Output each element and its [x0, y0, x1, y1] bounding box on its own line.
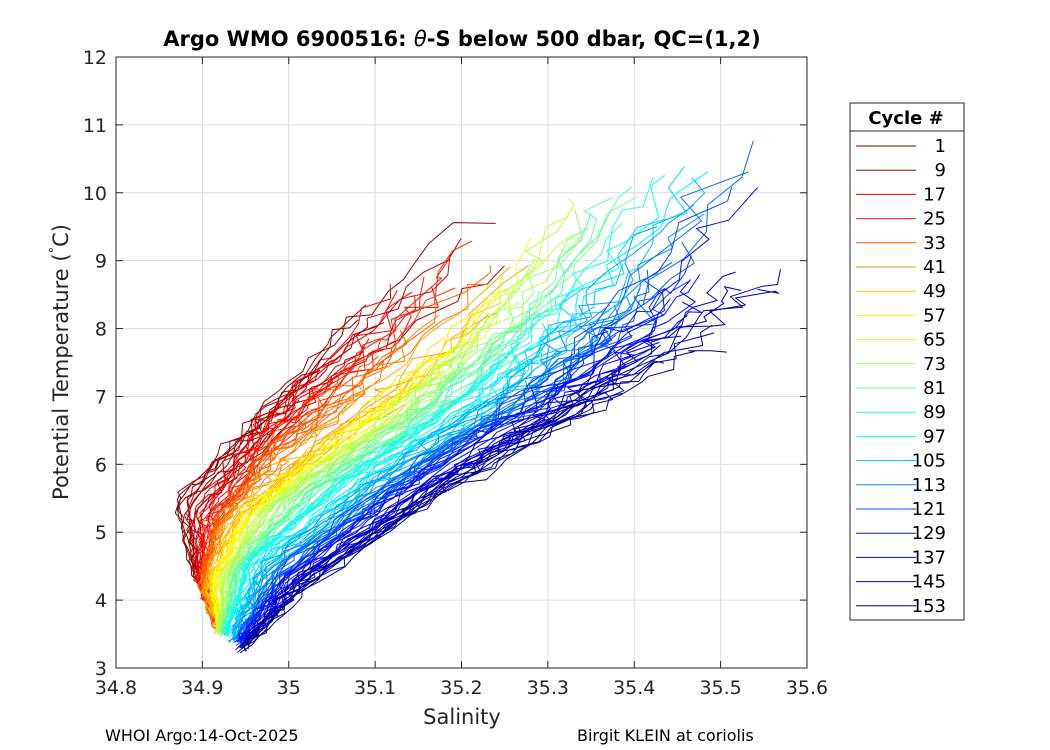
profile-line-cycle-69 [218, 383, 438, 634]
y-tick-label: 6 [95, 454, 107, 476]
x-tick-label: 34.9 [181, 677, 223, 699]
profile-line-cycle-66 [217, 216, 568, 633]
x-tick-label: 35.2 [440, 677, 482, 699]
legend-label-cycle-105: 105 [912, 451, 946, 472]
legend-label-cycle-17: 17 [923, 184, 946, 205]
legend-label-cycle-89: 89 [923, 402, 946, 423]
legend-label-cycle-113: 113 [912, 475, 946, 496]
legend-label-cycle-65: 65 [923, 330, 946, 351]
profile-line-cycle-39 [202, 314, 440, 623]
profile-line-cycle-117 [233, 171, 749, 640]
profile-line-cycle-132 [239, 274, 701, 640]
axis-ticks: 34.8 34.9 35 35.1 35.2 35.3 35.4 35.5 35.6 3 4 5 6 7 8… [83, 47, 828, 699]
x-tick-label: 35.4 [613, 677, 655, 699]
profile-line-cycle-34 [197, 385, 356, 626]
profile-line-cycle-149 [243, 392, 614, 652]
legend-label-cycle-145: 145 [912, 572, 946, 593]
profile-line-cycle-50 [209, 302, 502, 629]
profile-line-cycle-95 [227, 356, 508, 632]
legend-label-cycle-49: 49 [923, 281, 946, 302]
legend-box [849, 102, 965, 621]
legend-label-cycle-81: 81 [923, 378, 946, 399]
chart-title: Argo WMO 6900516: θ-S below 500 dbar, QC… [163, 27, 760, 51]
y-axis-label: Potential Temperature (°C) [48, 224, 73, 500]
x-tick-label: 35.3 [527, 677, 569, 699]
y-tick-label: 11 [83, 115, 107, 137]
profile-line-cycle-51 [205, 425, 343, 630]
x-tick-label: 35.5 [699, 677, 741, 699]
y-tick-label: 3 [95, 658, 107, 680]
legend-label-cycle-129: 129 [912, 523, 946, 544]
y-tick-label: 9 [95, 251, 107, 273]
legend-label-cycle-33: 33 [923, 233, 946, 254]
footer-left-note: WHOI Argo:14-Oct-2025 [105, 726, 299, 745]
profile-line-cycle-152 [247, 361, 655, 649]
legend-label-cycle-73: 73 [923, 354, 946, 375]
profile-line-cycle-2 [174, 399, 300, 632]
profile-line-cycle-96 [219, 174, 665, 637]
profile-line-cycle-29 [197, 338, 382, 628]
profile-line-cycle-87 [223, 338, 516, 634]
y-tick-label: 8 [95, 319, 107, 341]
profile-line-cycle-47 [200, 313, 490, 633]
y-tick-label: 7 [95, 386, 107, 408]
legend-label-cycle-25: 25 [923, 209, 946, 230]
profile-line-cycle-123 [237, 186, 733, 636]
legend: Cycle # 1 9 17 25 33 41 49 57 65 73 81 89 97 105 113 12… [849, 102, 965, 621]
profile-line-cycle-130 [238, 373, 572, 643]
profile-line-cycle-72 [213, 354, 467, 635]
legend-label-cycle-57: 57 [923, 305, 946, 326]
footer-right-note: Birgit KLEIN at coriolis [577, 726, 754, 745]
legend-label-cycle-121: 121 [912, 499, 946, 520]
legend-items: 1 9 17 25 33 41 49 57 65 73 81 89 97 105 113 121 129 137 1… [856, 136, 946, 617]
y-tick-label: 4 [95, 590, 107, 612]
profile-line-cycle-148 [241, 288, 780, 646]
legend-label-cycle-41: 41 [923, 257, 946, 278]
x-tick-label: 35.6 [786, 677, 828, 699]
profile-line-cycle-61 [214, 402, 384, 630]
profile-line-cycle-128 [238, 255, 692, 645]
profile-line-cycle-73 [217, 345, 464, 633]
y-tick-label: 5 [95, 522, 107, 544]
profile-line-cycle-110 [232, 226, 658, 634]
profile-line-cycle-37 [200, 360, 385, 627]
profile-line-cycle-77 [224, 196, 637, 636]
profile-line-cycle-140 [246, 315, 688, 644]
legend-label-cycle-1: 1 [935, 136, 946, 157]
legend-label-cycle-153: 153 [912, 596, 946, 617]
legend-label-cycle-9: 9 [935, 160, 946, 181]
legend-label-cycle-97: 97 [923, 426, 946, 447]
profile-line-cycle-153 [239, 350, 727, 654]
profile-line-cycle-103 [232, 311, 610, 642]
x-tick-label: 35.1 [354, 677, 396, 699]
profile-line-cycle-62 [214, 238, 532, 634]
profile-line-cycle-84 [222, 212, 592, 632]
profile-line-cycle-147 [238, 385, 602, 647]
x-axis-label: Salinity [423, 705, 501, 729]
legend-title: Cycle # [868, 108, 943, 129]
profile-line-cycle-85 [224, 186, 633, 634]
legend-label-cycle-137: 137 [912, 547, 946, 568]
x-tick-label: 34.8 [95, 677, 137, 699]
x-tick-label: 35 [277, 677, 301, 699]
y-tick-label: 12 [83, 47, 107, 69]
profile-line-cycle-109 [231, 204, 695, 637]
profile-line-cycle-55 [209, 273, 503, 630]
profiles [174, 140, 781, 654]
y-tick-label: 10 [83, 183, 107, 205]
